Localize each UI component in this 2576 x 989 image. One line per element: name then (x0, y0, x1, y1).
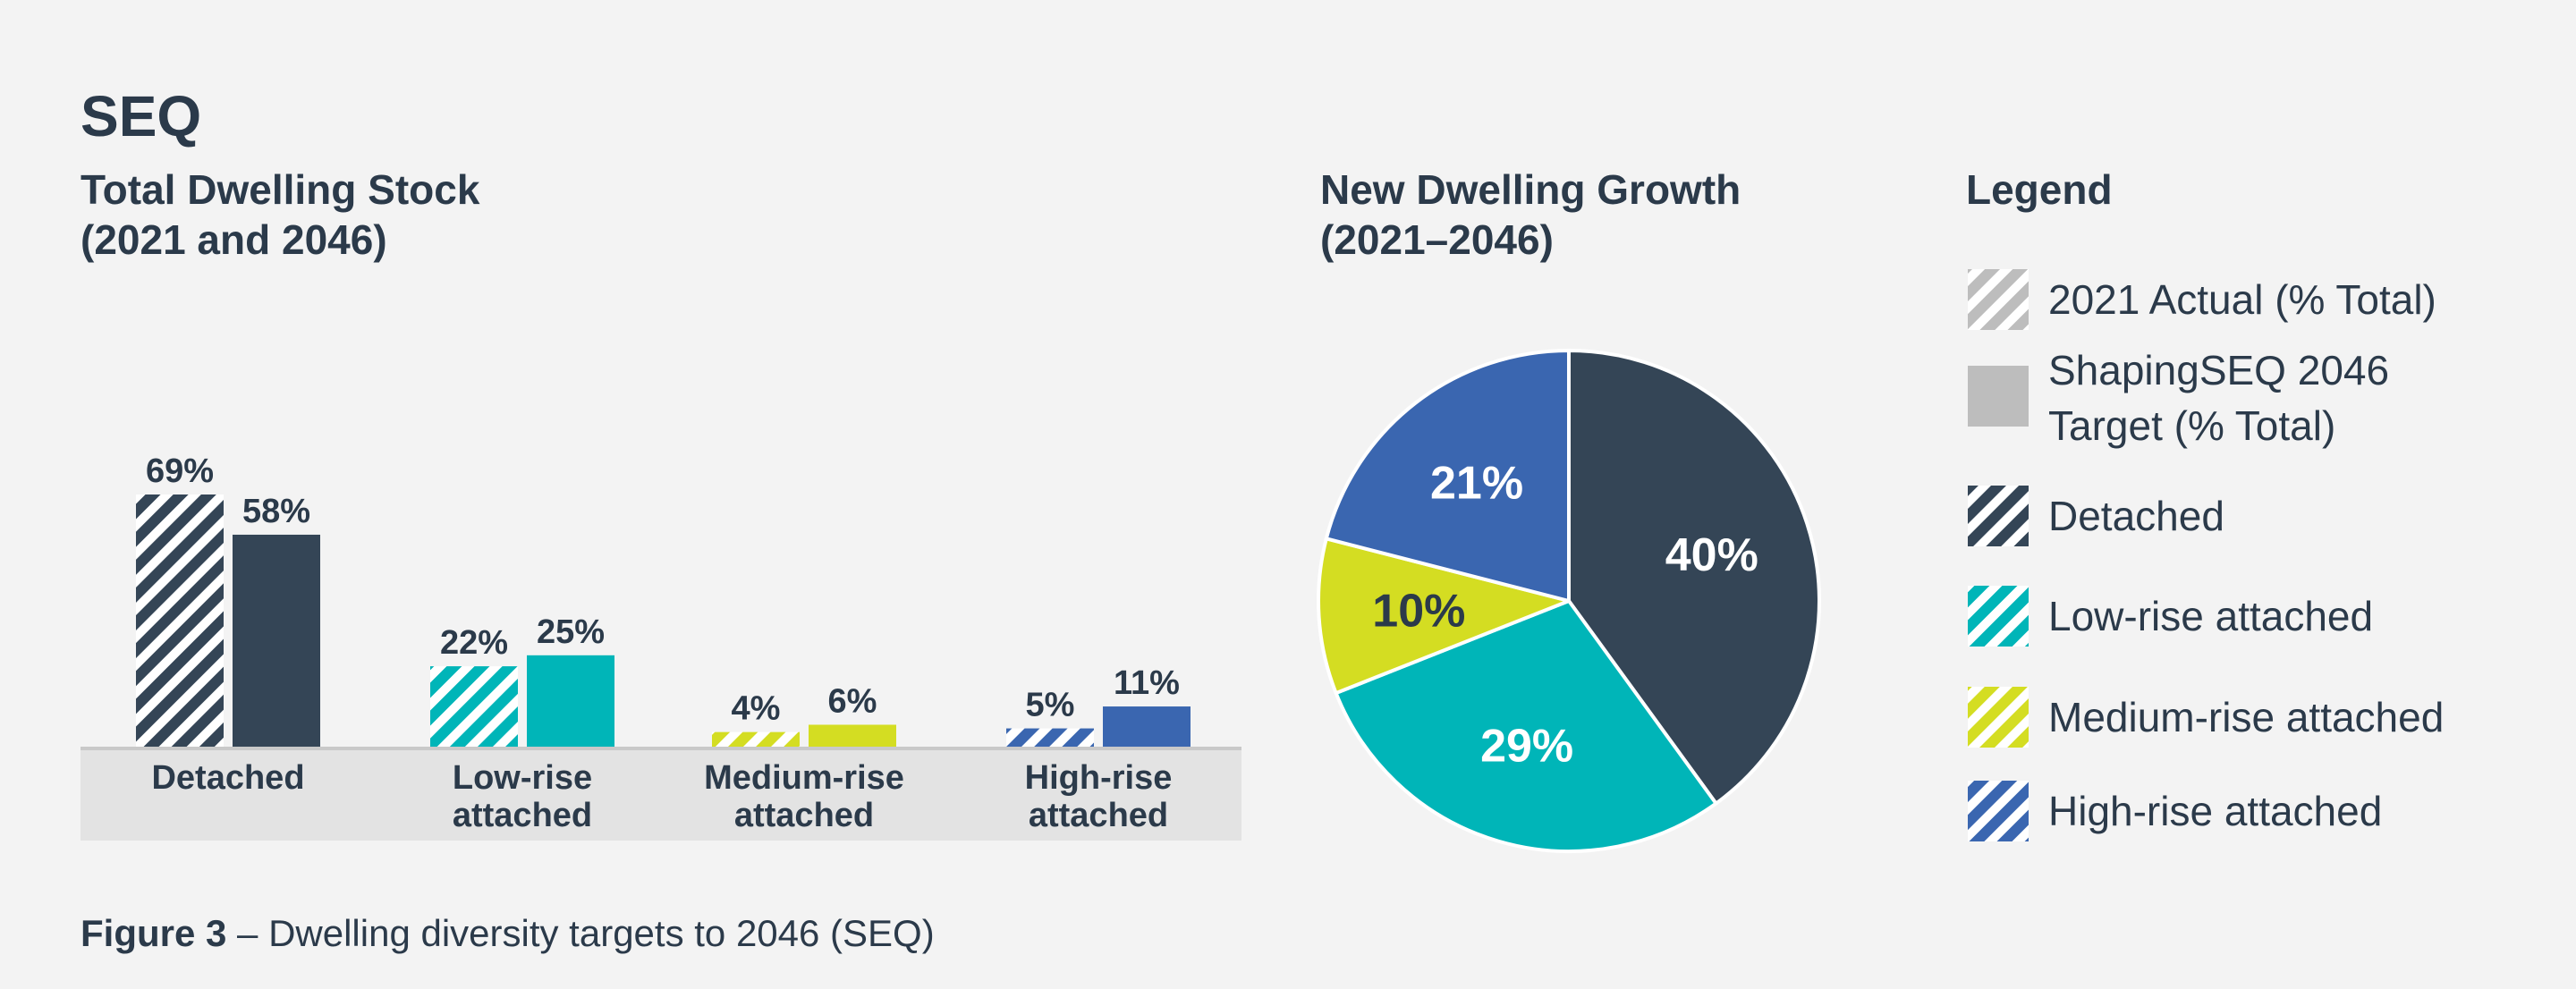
legend-item-label: Low-rise attached (2048, 593, 2373, 639)
bar-chart-title: Total Dwelling Stock (80, 166, 480, 213)
bar-detached-2046 (233, 534, 320, 747)
category-label: High-rise attached (1025, 759, 1173, 834)
pie-slice-detached (1567, 349, 1821, 806)
category-label: Detached (151, 759, 304, 797)
bar-medium-rise-attached-2021 (712, 731, 800, 747)
pie-slice-high-rise-attached (1324, 349, 1571, 603)
category-band (80, 748, 1241, 841)
bar-low-rise-attached-2046 (527, 655, 614, 747)
bar-detached-2021 (136, 494, 224, 747)
figure-caption-text: – Dwelling diversity targets to 2046 (SE… (226, 912, 934, 954)
legend-swatch (1968, 486, 2029, 546)
bar-chart-subtitle: (2021 and 2046) (80, 216, 387, 263)
bar-medium-rise-attached-2046 (809, 724, 896, 747)
legend: 2021 Actual (% Total) ShapingSEQ 2046 Targ… (1968, 269, 2444, 841)
legend-item-label: ShapingSEQ 2046 Target (% Total) (2048, 347, 2389, 449)
pie-chart-title: New Dwelling Growth (1320, 166, 1741, 213)
bar-value-label: 5% (1026, 687, 1075, 724)
bar-low-rise-attached-2021 (430, 666, 518, 747)
pie-slice-label: 29% (1480, 720, 1573, 772)
pie-slice-low-rise-attached (1334, 599, 1718, 853)
figure-caption-label: Figure 3 (80, 912, 226, 954)
pie-slice-medium-rise-attached (1317, 537, 1571, 696)
category-label: Medium-rise attached (704, 759, 904, 834)
pie-slice-label: 10% (1372, 586, 1465, 638)
pie-slice-label: 40% (1665, 529, 1758, 581)
legend-swatch (1968, 586, 2029, 647)
pie-chart: 40% 29% 10% 21% (1317, 349, 1821, 853)
legend-title: Legend (1966, 166, 2113, 213)
bar-value-label: 58% (242, 493, 310, 530)
legend-swatch (1968, 687, 2029, 748)
bar-high-rise-attached-2021 (1006, 728, 1094, 747)
category-label: Low-rise attached (453, 759, 592, 834)
bar-value-label: 6% (828, 682, 877, 720)
bar-value-label: 11% (1114, 664, 1180, 702)
pie-slice-label: 21% (1430, 457, 1523, 509)
bar-value-label: 25% (537, 613, 605, 651)
bar-high-rise-attached-2046 (1103, 706, 1191, 747)
legend-item-label: Medium-rise attached (2048, 694, 2444, 740)
bar-chart: 69% 58% Detached 22% 25% Low-rise attached 4% 6%… (136, 452, 1191, 834)
legend-item-label: 2021 Actual (% Total) (2048, 276, 2436, 323)
bar-value-label: 22% (440, 624, 508, 662)
page-title: SEQ (80, 84, 201, 148)
figure-caption: Figure 3 – Dwelling diversity targets to… (80, 912, 935, 954)
bar-value-label: 4% (732, 690, 781, 728)
legend-swatch (1968, 781, 2029, 841)
legend-swatch (1968, 269, 2029, 330)
pie-chart-subtitle: (2021–2046) (1320, 216, 1554, 263)
bar-value-label: 69% (146, 452, 214, 490)
legend-swatch (1968, 366, 2029, 427)
legend-item-label: Detached (2048, 493, 2224, 539)
legend-item-label: High-rise attached (2048, 788, 2382, 834)
